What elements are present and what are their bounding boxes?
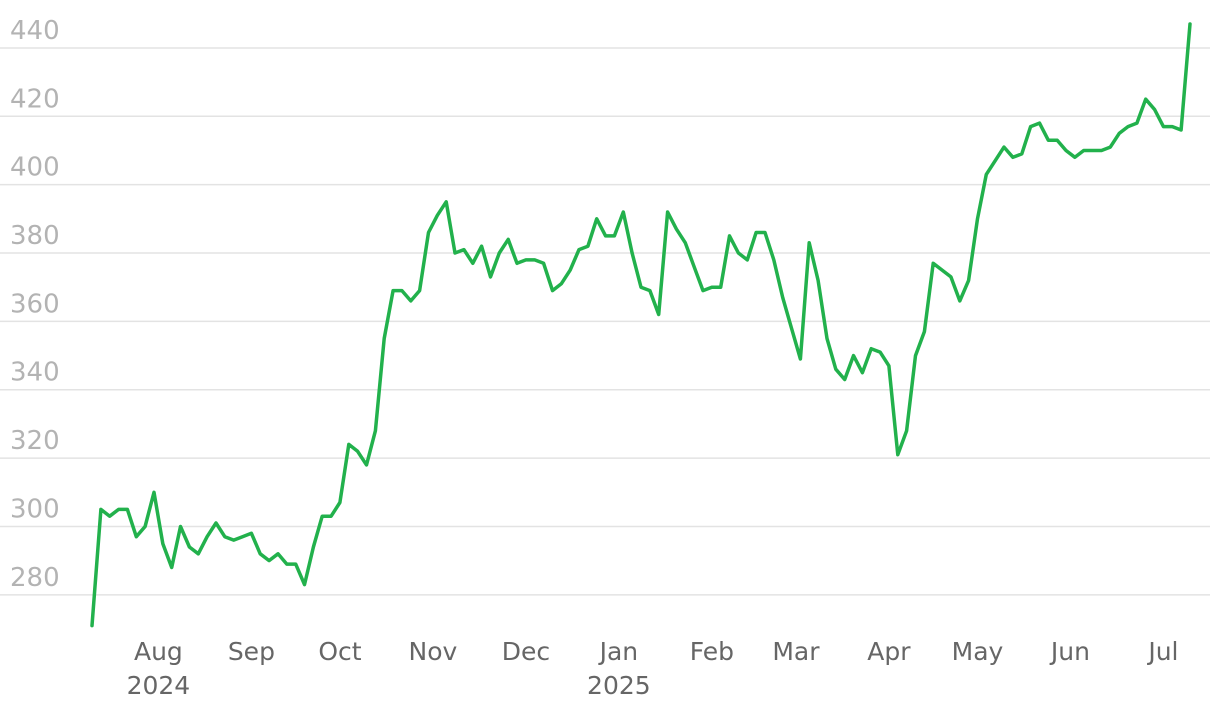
x-tick-label: Feb xyxy=(690,637,734,666)
y-tick-label: 280 xyxy=(10,563,60,593)
x-tick-sublabel: 2024 xyxy=(127,671,191,700)
x-tick-label: Jun xyxy=(1049,637,1090,666)
x-tick-sublabel: 2025 xyxy=(587,671,651,700)
y-tick-label: 300 xyxy=(10,494,60,524)
y-tick-label: 420 xyxy=(10,84,60,114)
x-tick-label: Dec xyxy=(502,637,550,666)
x-tick-label: May xyxy=(952,637,1004,666)
x-tick-label: Oct xyxy=(318,637,361,666)
y-tick-label: 360 xyxy=(10,289,60,319)
y-tick-label: 380 xyxy=(10,221,60,251)
y-tick-label: 400 xyxy=(10,153,60,183)
price-line xyxy=(90,22,1192,628)
x-tick-label: Jul xyxy=(1146,637,1178,666)
x-tick-label: Jan xyxy=(598,637,639,666)
x-tick-label: Aug xyxy=(134,637,183,666)
y-tick-label: 340 xyxy=(10,358,60,388)
x-tick-label: Sep xyxy=(228,637,275,666)
x-tick-label: Apr xyxy=(867,637,911,666)
y-tick-label: 320 xyxy=(10,426,60,456)
x-tick-label: Mar xyxy=(772,637,820,666)
x-tick-label: Nov xyxy=(409,637,458,666)
y-tick-label: 440 xyxy=(10,16,60,46)
